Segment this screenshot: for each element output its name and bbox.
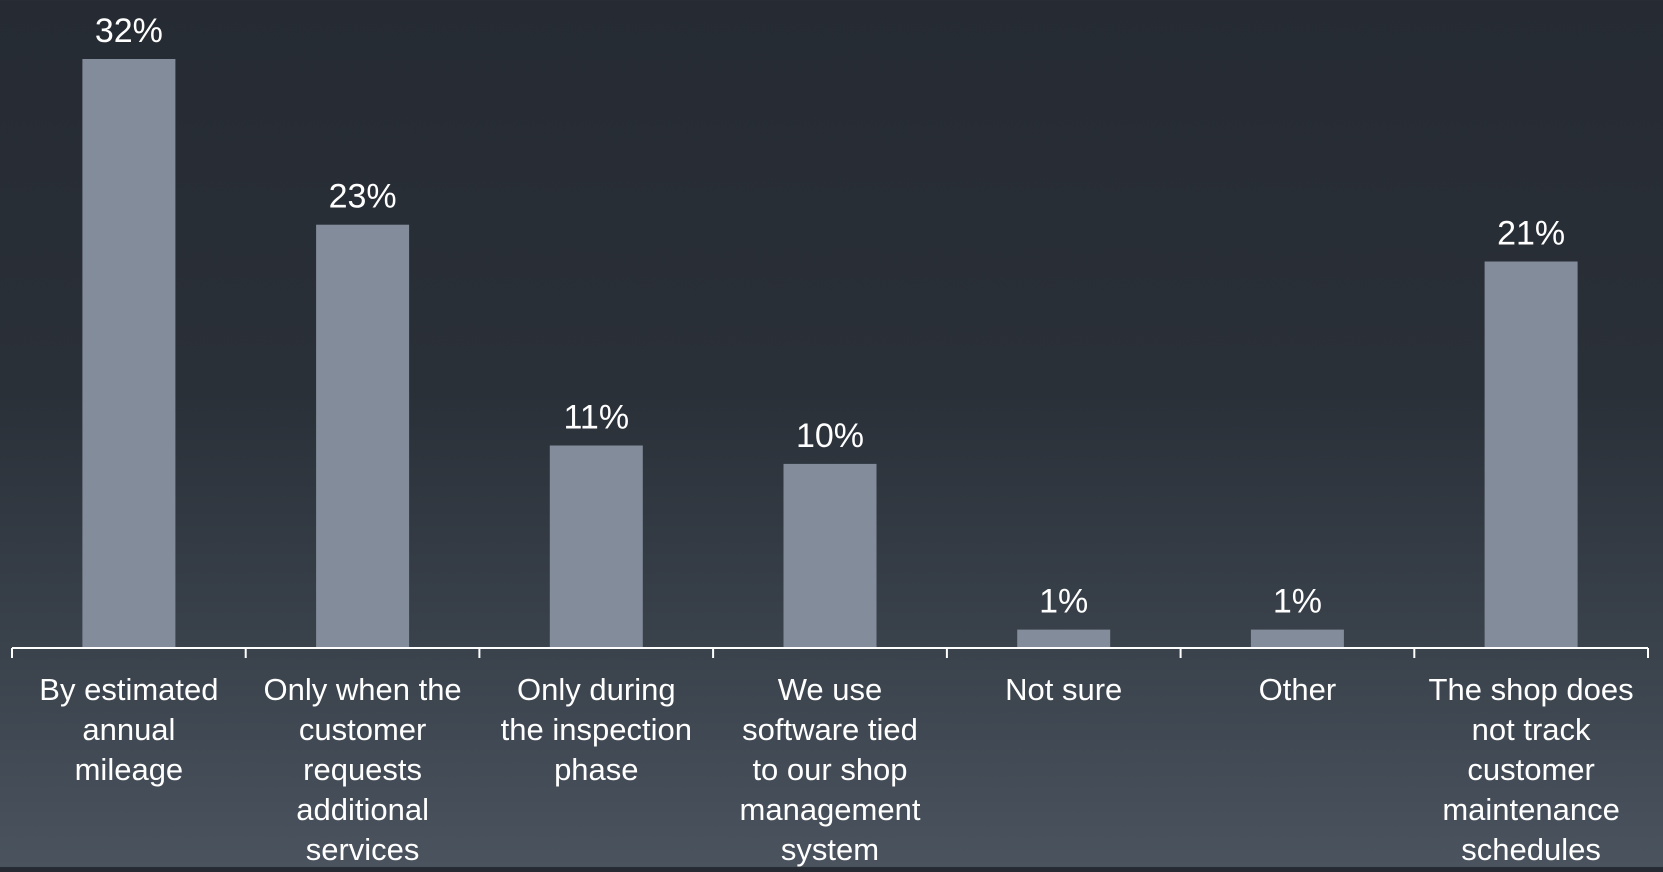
bar-7: [1484, 261, 1578, 648]
category-label-line: system: [781, 832, 879, 867]
value-label-7: 21%: [1497, 215, 1565, 253]
value-label-5: 1%: [1039, 583, 1088, 621]
category-label-line: We use: [778, 672, 883, 707]
category-label-line: not track: [1472, 712, 1591, 747]
category-label-line: customer: [1467, 752, 1594, 787]
value-label-4: 10%: [796, 417, 864, 455]
category-label-3: Only during the inspection phase: [501, 672, 692, 787]
category-label-line: annual: [82, 712, 175, 747]
category-label-line: By estimated: [39, 672, 218, 707]
category-label-7: The shop does not track customer maintenanc…: [1429, 672, 1634, 867]
category-label-line: Not sure: [1005, 672, 1122, 707]
category-label-line: Only when the: [264, 672, 462, 707]
value-label-2: 23%: [329, 178, 397, 216]
category-label-line: the inspection: [501, 712, 692, 747]
x-axis: [11, 647, 1649, 658]
category-label-line: software tied: [742, 712, 918, 747]
value-label-3: 11%: [564, 399, 630, 437]
category-label-line: requests: [303, 752, 422, 787]
bar-4: [783, 463, 877, 648]
bar-5: [1017, 629, 1111, 648]
category-label-line: Only during: [517, 672, 676, 707]
value-label-1: 32%: [95, 12, 163, 50]
category-label-line: phase: [554, 752, 638, 787]
value-label-6: 1%: [1273, 583, 1322, 621]
category-label-1: By estimated annual mileage: [39, 672, 218, 787]
category-label-5: Not sure: [1005, 672, 1122, 707]
category-label-4: We use software tied to our shop management…: [740, 672, 921, 867]
category-label-line: The shop does: [1429, 672, 1634, 707]
category-label-line: to our shop: [752, 752, 907, 787]
bar-3: [549, 445, 643, 648]
category-label-line: management: [740, 792, 921, 827]
category-label-6: Other: [1259, 672, 1337, 707]
category-label-line: customer: [299, 712, 426, 747]
category-label-line: mileage: [75, 752, 184, 787]
bar-2: [316, 224, 410, 648]
bar-1: [82, 59, 176, 648]
bars-group: [82, 59, 1578, 648]
category-label-line: schedules: [1461, 832, 1601, 867]
category-label-line: additional: [296, 792, 429, 827]
category-label-2: Only when the customer requests additional s…: [264, 672, 462, 867]
category-label-line: maintenance: [1442, 792, 1620, 827]
bar-6: [1250, 629, 1344, 648]
value-labels-group: 32% 23% 11% 10% 1% 1% 21%: [95, 12, 1565, 621]
category-labels-group: By estimated annual mileage Only when the cu…: [39, 672, 1633, 867]
category-label-line: Other: [1259, 672, 1337, 707]
category-label-line: services: [306, 832, 420, 867]
